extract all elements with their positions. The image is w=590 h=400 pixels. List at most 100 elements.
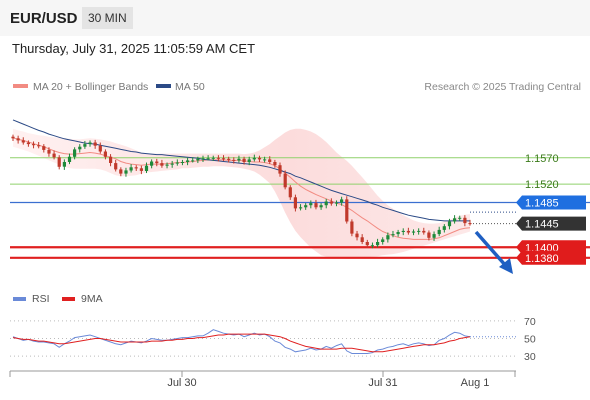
candle — [370, 242, 374, 249]
candle-body — [427, 232, 431, 238]
candle-body — [144, 165, 149, 171]
candle-body — [52, 153, 56, 158]
candle-body — [211, 157, 215, 159]
candle — [386, 232, 390, 243]
candle-body — [293, 197, 297, 209]
rsi-panel: 70 50 30 — [10, 316, 536, 363]
timeframe-button[interactable]: 30 MIN — [82, 7, 133, 29]
candle — [42, 144, 46, 153]
candle-body — [432, 234, 436, 238]
candle — [216, 155, 220, 162]
candle — [401, 228, 405, 236]
candle — [11, 134, 15, 141]
ma50-legend-swatch — [156, 84, 171, 88]
candle-body — [227, 158, 231, 160]
candle-body — [314, 203, 318, 208]
candle-body — [360, 237, 364, 242]
candle-body — [88, 142, 92, 145]
ma20-legend-swatch — [13, 84, 28, 88]
candle-body — [150, 161, 154, 166]
candle — [37, 142, 41, 149]
candle — [67, 153, 72, 165]
candle — [278, 162, 282, 177]
candle-body — [468, 223, 472, 225]
candle-body — [26, 142, 30, 145]
candle — [293, 194, 297, 212]
candle — [114, 159, 118, 172]
candle-body — [37, 145, 41, 147]
rsi-tick-label: 50 — [524, 334, 536, 346]
candle-body — [78, 146, 82, 150]
x-tick-label: Aug 1 — [461, 377, 490, 389]
candle — [324, 198, 328, 209]
candle-body — [350, 221, 354, 234]
x-tick-label: Jul 31 — [368, 377, 397, 389]
candle-body — [242, 158, 246, 162]
candle-body — [437, 229, 441, 235]
candle — [139, 165, 143, 175]
candle-body — [232, 159, 236, 161]
candle-body — [391, 234, 395, 236]
candle — [468, 219, 472, 226]
level-tag-text: 1.1485 — [525, 198, 559, 210]
candle — [458, 215, 462, 221]
candle — [73, 147, 77, 160]
candle — [124, 167, 128, 177]
candle-body — [463, 217, 467, 224]
candle — [427, 230, 431, 241]
bollinger-band-layer — [13, 128, 470, 259]
candle-body — [411, 231, 416, 233]
candle — [175, 159, 179, 166]
bollinger-band-area — [13, 128, 470, 259]
candle — [263, 156, 267, 163]
timestamp: Thursday, July 31, 2025 11:05:59 AM CET — [12, 41, 256, 56]
candle-body — [180, 162, 185, 163]
candle — [88, 140, 92, 147]
ma20-line — [12, 137, 471, 240]
x-tick-label: Jul 30 — [167, 377, 196, 389]
candle — [314, 199, 318, 210]
candle-body — [252, 157, 256, 160]
candle-body — [93, 142, 97, 146]
candle-body — [129, 167, 133, 171]
candle-body — [257, 157, 262, 160]
candle — [16, 135, 20, 144]
candle — [299, 204, 303, 211]
candle — [447, 218, 452, 230]
level-label-1.1570: 1.1570 — [525, 153, 559, 165]
candle-body — [73, 149, 77, 157]
candle — [221, 155, 226, 161]
candle-body — [401, 230, 405, 232]
candle-body — [442, 226, 446, 230]
candle-body — [201, 158, 205, 160]
candle-body — [247, 159, 251, 162]
candle-body — [42, 146, 46, 150]
candle-body — [365, 242, 369, 246]
candle — [21, 137, 25, 145]
candle — [47, 147, 51, 157]
candle — [365, 239, 369, 248]
candle-body — [103, 151, 107, 157]
candle — [57, 155, 61, 170]
candle — [144, 162, 149, 174]
candle-body — [396, 232, 400, 235]
candle — [437, 226, 441, 237]
candle — [237, 155, 241, 163]
candle — [329, 198, 333, 206]
candle-body — [21, 140, 25, 143]
candle — [463, 215, 467, 227]
candle-body — [47, 149, 51, 154]
candle-body — [98, 145, 102, 152]
candle — [103, 149, 107, 160]
candle-body — [160, 163, 164, 166]
candle-body — [165, 164, 169, 166]
level-tag-text: 1.1380 — [525, 253, 559, 265]
rsi-ma-line — [12, 333, 471, 353]
candle — [340, 196, 344, 206]
rsi-tick-label: 30 — [524, 351, 536, 363]
candle-body — [406, 230, 410, 233]
candle-body — [62, 162, 66, 167]
ma20-legend-label: MA 20 + Bollinger Bands — [33, 81, 148, 93]
candle-body — [273, 162, 277, 166]
